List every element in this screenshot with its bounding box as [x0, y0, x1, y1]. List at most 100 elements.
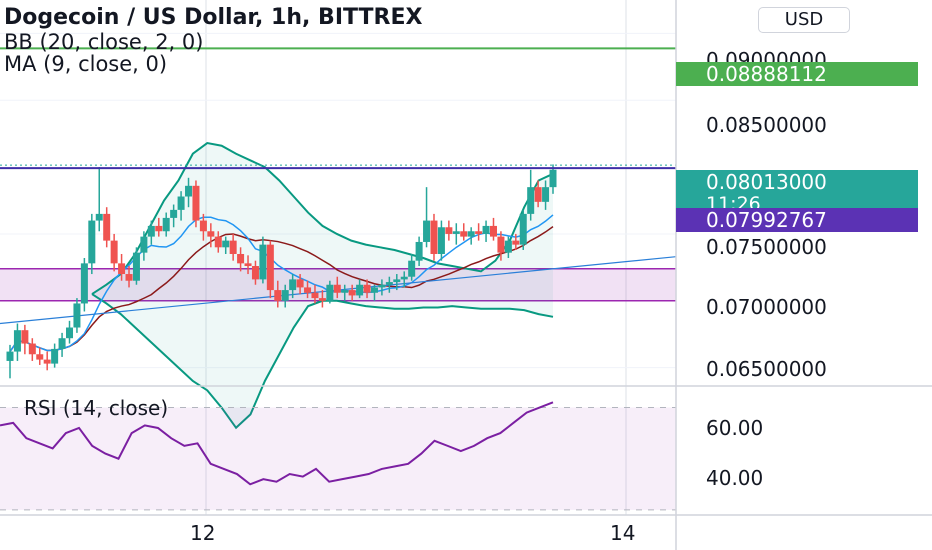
candle-body — [519, 213, 527, 245]
candle-body — [192, 185, 200, 221]
candle-body — [13, 330, 21, 352]
rsi-axis-label: 60.00 — [706, 416, 764, 440]
candle-body — [504, 240, 512, 253]
candle-body — [80, 263, 88, 304]
candle-body — [318, 298, 326, 301]
candle-body — [460, 231, 468, 237]
candle-body — [534, 187, 542, 202]
candle-body — [43, 359, 51, 364]
candle-body — [199, 220, 207, 232]
candle-body — [348, 290, 356, 296]
candle-body — [512, 240, 520, 245]
candle-body — [88, 220, 96, 264]
candle-body — [237, 253, 245, 264]
candle-body — [475, 231, 483, 234]
price-label: 0.07500000 — [706, 235, 827, 259]
candle-body — [140, 236, 148, 253]
candle-body — [363, 284, 371, 293]
current-price-tag: 0.08013000 — [676, 170, 918, 194]
candle-body — [333, 284, 341, 293]
candle-body — [408, 260, 416, 277]
rsi-line — [0, 401, 554, 486]
candle-body — [489, 225, 497, 237]
candle-body — [110, 240, 118, 264]
price-label: 0.06500000 — [706, 357, 827, 381]
candle-body — [400, 276, 408, 280]
candle-body — [259, 244, 267, 280]
bb-indicator-label[interactable]: BB (20, close, 2, 0) — [4, 30, 204, 54]
candle-body — [266, 244, 274, 291]
candle-body — [125, 274, 133, 281]
price-label: 0.08500000 — [706, 113, 827, 137]
rsi-band-fill — [0, 407, 676, 510]
target-price-tag: 0.08888112 — [676, 62, 918, 86]
ma-line — [9, 214, 554, 353]
candle-body — [274, 290, 282, 301]
candle-body — [415, 241, 423, 261]
candle-body — [170, 209, 178, 218]
candle-body — [296, 279, 304, 288]
candle-body — [21, 330, 29, 344]
candle-body — [251, 266, 259, 280]
candle-body — [162, 217, 170, 232]
rsi-axis-label: 40.00 — [706, 466, 764, 490]
candle-body — [378, 284, 386, 288]
candle-body — [132, 252, 140, 281]
candle-body — [244, 263, 252, 267]
candle-body — [281, 290, 289, 301]
level-price-tag: 0.07992767 — [676, 208, 918, 232]
candle-body — [36, 354, 44, 360]
candle-body — [311, 292, 319, 299]
candle-body — [445, 227, 453, 234]
time-axis-label: 14 — [610, 521, 636, 545]
candle-body — [423, 220, 431, 242]
moving-average — [9, 214, 554, 353]
candle-body — [467, 231, 475, 237]
candle-body — [542, 187, 550, 202]
candle-body — [304, 287, 312, 293]
rsi-indicator-label[interactable]: RSI (14, close) — [24, 396, 169, 420]
candle-body — [58, 338, 66, 349]
candle-body — [289, 279, 297, 291]
candle-body — [549, 169, 557, 188]
price-label: 0.07000000 — [706, 295, 827, 319]
candle-body — [95, 213, 103, 221]
candle-body — [147, 225, 155, 237]
candle-body — [51, 348, 59, 364]
bb-basis-line — [9, 225, 554, 353]
candle-body — [155, 225, 163, 232]
chart-title: Dogecoin / US Dollar, 1h, BITTREX — [4, 5, 423, 30]
candle-body — [437, 227, 445, 254]
currency-button[interactable]: USD — [758, 7, 850, 33]
candle-body — [6, 351, 14, 361]
horizontal-levels — [0, 47, 676, 170]
bollinger-bands — [91, 141, 554, 430]
candle-body — [28, 343, 36, 355]
rsi-pane — [0, 401, 676, 511]
candle-body — [207, 231, 215, 237]
candle-body — [497, 236, 505, 253]
candle-body — [326, 284, 334, 301]
candle-body — [341, 290, 349, 293]
candle-body — [103, 213, 111, 241]
candle-body — [222, 240, 230, 248]
candle-body — [229, 240, 237, 254]
candle-body — [73, 303, 81, 328]
candle-body — [185, 185, 193, 197]
time-axis-label: 12 — [190, 521, 216, 545]
candle-body — [482, 225, 490, 234]
bb-upper-band — [91, 141, 554, 295]
candle-body — [66, 327, 74, 339]
candlesticks — [6, 164, 557, 379]
ma-indicator-label[interactable]: MA (9, close, 0) — [4, 52, 168, 76]
candle-body — [385, 282, 393, 285]
candle-body — [370, 287, 378, 293]
candle-body — [430, 220, 438, 254]
candle-body — [214, 236, 222, 248]
candle-body — [393, 279, 401, 283]
candle-body — [527, 187, 535, 214]
candle-body — [452, 231, 460, 234]
bb-fill — [92, 143, 553, 428]
